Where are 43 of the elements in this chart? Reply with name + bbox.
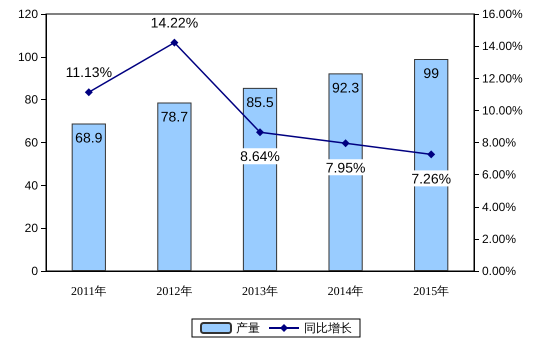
y2-tick-label: 10.00% bbox=[482, 103, 524, 118]
x-tick-label: 2013年 bbox=[242, 284, 278, 298]
point bbox=[342, 139, 350, 148]
bar bbox=[157, 102, 192, 271]
data-label: 7.95% bbox=[326, 159, 366, 176]
y2-tick-label: 6.00% bbox=[482, 168, 516, 182]
y2-tick-label: 14.00% bbox=[482, 39, 524, 54]
legend-label: 产量 bbox=[236, 321, 260, 335]
data-label: 8.64% bbox=[240, 148, 280, 164]
y-tick-label: 0 bbox=[31, 264, 38, 278]
bar bbox=[414, 58, 448, 271]
y-tick-label: 80 bbox=[24, 92, 38, 107]
y2-tick-label: 8.00% bbox=[482, 136, 516, 150]
data-label: 14.22% bbox=[150, 14, 198, 31]
data-label: 11.13% bbox=[66, 64, 112, 80]
data-label: 99 bbox=[423, 64, 440, 81]
x-tick-label: 2014年 bbox=[328, 284, 364, 298]
y-tick-label: 100 bbox=[18, 50, 38, 64]
y-tick-label: 40 bbox=[24, 178, 38, 192]
legend-label: 同比增长 bbox=[304, 321, 352, 335]
x-tick-label: 2015年 bbox=[413, 284, 450, 298]
point bbox=[170, 38, 178, 47]
y2-tick-label: 16.00% bbox=[482, 7, 524, 21]
x-tick-label: 2011年 bbox=[71, 284, 107, 298]
point bbox=[427, 150, 436, 158]
y2-tick-label: 12.00% bbox=[482, 71, 524, 86]
y2-tick-label: 2.00% bbox=[482, 232, 516, 246]
point bbox=[84, 88, 93, 96]
data-label: 92.3 bbox=[332, 79, 360, 96]
bar bbox=[328, 73, 363, 271]
data-label: 78.7 bbox=[160, 108, 188, 124]
y-tick-label: 60 bbox=[24, 136, 38, 150]
data-label: 85.5 bbox=[246, 94, 274, 110]
y2-tick-label: 4.00% bbox=[482, 200, 516, 214]
data-label: 68.9 bbox=[75, 129, 103, 146]
bar bbox=[72, 123, 106, 271]
point bbox=[256, 128, 264, 136]
y-tick-label: 120 bbox=[18, 7, 38, 21]
x-tick-label: 2012年 bbox=[156, 284, 192, 298]
data-label: 7.26% bbox=[411, 170, 452, 186]
y2-tick-label: 0.00% bbox=[482, 264, 516, 278]
bar bbox=[242, 88, 278, 271]
y-tick-label: 20 bbox=[24, 221, 38, 236]
